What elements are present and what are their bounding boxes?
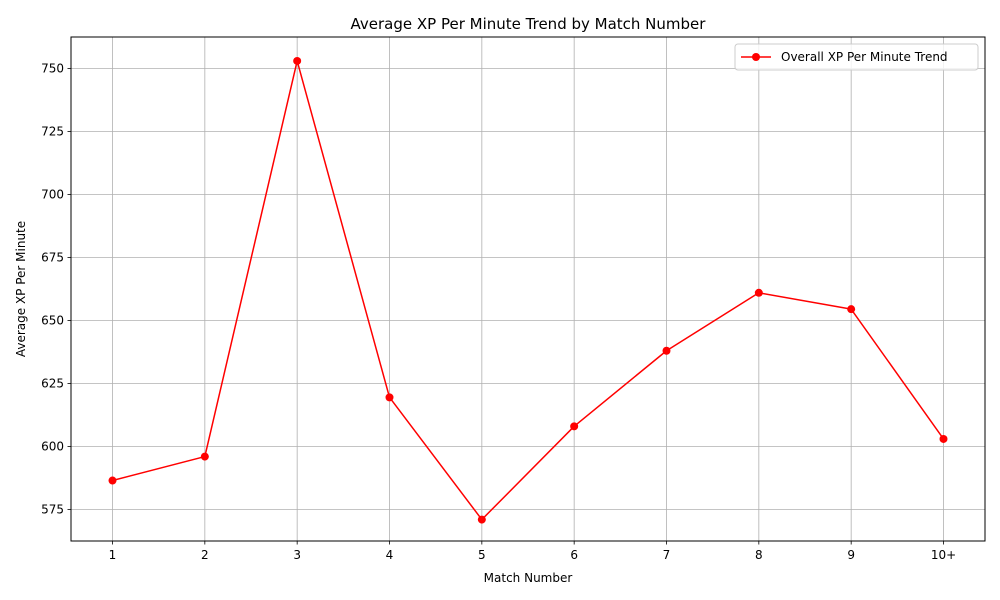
x-tick-label: 4: [386, 548, 394, 562]
x-tick-label: 9: [847, 548, 855, 562]
x-axis-label: Match Number: [484, 571, 573, 585]
y-tick-label: 625: [41, 377, 64, 391]
chart-title: Average XP Per Minute Trend by Match Num…: [351, 15, 707, 33]
grid-lines: [71, 37, 985, 541]
series-layer: [108, 56, 948, 524]
x-tick-label: 10+: [931, 548, 956, 562]
y-tick-label: 600: [41, 440, 64, 454]
y-tick-label: 650: [41, 314, 64, 328]
x-tick-label: 7: [663, 548, 671, 562]
y-tick-label: 725: [41, 125, 64, 139]
y-axis-label: Average XP Per Minute: [14, 221, 28, 357]
series-line: [112, 60, 945, 521]
x-tick-label: 8: [755, 548, 763, 562]
y-tick-label: 575: [41, 503, 64, 517]
y-tick-label: 700: [41, 188, 64, 202]
data-point: [570, 422, 579, 431]
data-point: [754, 288, 763, 297]
y-tick-label: 750: [41, 62, 64, 76]
x-tick-label: 5: [478, 548, 486, 562]
data-point: [108, 476, 117, 485]
data-point: [200, 452, 209, 461]
legend-label: Overall XP Per Minute Trend: [781, 50, 948, 64]
legend-point-marker: [752, 53, 760, 61]
y-axis-ticks: 575 600 625 650 675 700 725 750: [41, 62, 71, 517]
x-tick-label: 1: [109, 548, 117, 562]
legend-box: [734, 43, 979, 71]
x-tick-label: 6: [570, 548, 578, 562]
plot-frame: [70, 36, 986, 542]
x-tick-label: 2: [201, 548, 209, 562]
legend: Overall XP Per Minute Trend: [734, 43, 979, 71]
data-point: [847, 305, 856, 314]
y-tick-label: 675: [41, 251, 64, 265]
data-point: [293, 56, 302, 65]
x-tick-label: 3: [293, 548, 301, 562]
data-point: [939, 434, 948, 443]
data-point: [385, 393, 394, 402]
data-point: [477, 515, 486, 524]
data-point: [662, 346, 671, 355]
x-axis-ticks: 1 2 3 4 5 6 7 8 9 10+: [109, 541, 956, 562]
